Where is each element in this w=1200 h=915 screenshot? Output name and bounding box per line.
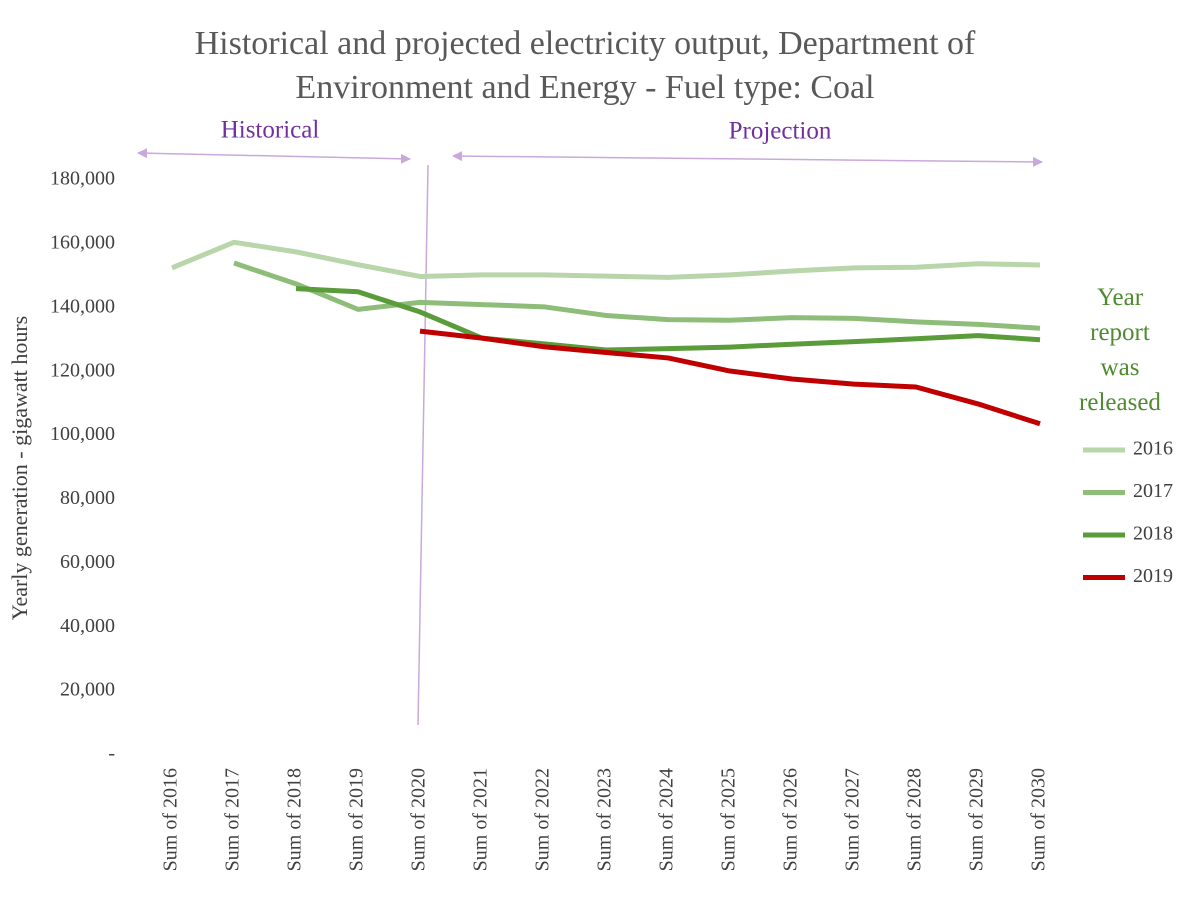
annotation: Historical [221, 117, 320, 144]
series-line [171, 239, 1041, 280]
y-tick-label: - [108, 743, 115, 765]
chart-title: Historical and projected electricity out… [194, 25, 976, 106]
y-axis-title: Yearly generation - gigawatt hours [7, 316, 32, 620]
legend-label: 2019 [1133, 565, 1173, 587]
legend-label: 2016 [1133, 438, 1173, 460]
x-tick-label: Sum of 2020 [408, 768, 430, 871]
x-tick-label: Sum of 2028 [904, 768, 926, 871]
annotation: Projection [729, 118, 832, 145]
divider-line [417, 164, 429, 726]
y-tick-label: 180,000 [50, 168, 115, 190]
x-tick-label: Sum of 2019 [346, 768, 368, 871]
x-tick-label: Sum of 2027 [842, 768, 864, 871]
series-line [419, 328, 1041, 427]
y-tick-label: 100,000 [50, 423, 115, 445]
x-tick-label: Sum of 2024 [656, 768, 678, 871]
series-line [295, 286, 1041, 353]
projection-arrow [452, 151, 1043, 167]
y-tick-label: 20,000 [60, 679, 115, 701]
y-tick-label: 40,000 [60, 615, 115, 637]
x-tick-label: Sum of 2029 [966, 768, 988, 871]
x-tick-label: Sum of 2018 [284, 768, 306, 871]
y-tick-label: 80,000 [60, 487, 115, 509]
y-tick-label: 140,000 [50, 295, 115, 317]
x-tick-label: Sum of 2026 [780, 768, 802, 871]
x-tick-label: Sum of 2022 [532, 768, 554, 871]
legend-label: 2018 [1133, 523, 1173, 545]
x-tick-label: Sum of 2016 [160, 768, 182, 871]
x-tick-label: Sum of 2030 [1028, 768, 1050, 871]
x-tick-label: Sum of 2017 [222, 768, 244, 871]
x-tick-label: Sum of 2023 [594, 768, 616, 871]
y-tick-label: 120,000 [50, 359, 115, 381]
series-line [233, 260, 1041, 331]
historical-arrow [137, 148, 411, 164]
x-tick-label: Sum of 2021 [470, 768, 492, 871]
x-tick-label: Sum of 2025 [718, 768, 740, 871]
legend-label: 2017 [1133, 480, 1173, 502]
legend-title: Year report was released [1079, 284, 1161, 416]
y-tick-label: 60,000 [60, 551, 115, 573]
y-tick-label: 160,000 [50, 231, 115, 253]
